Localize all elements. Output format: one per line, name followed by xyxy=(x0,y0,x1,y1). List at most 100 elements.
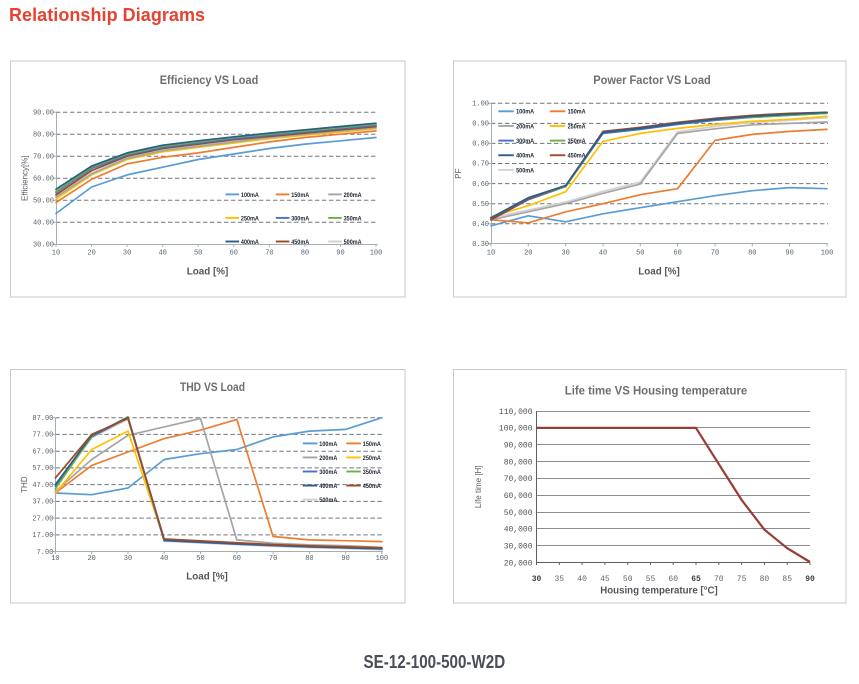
svg-text:150mA: 150mA xyxy=(291,192,309,199)
svg-text:0.30: 0.30 xyxy=(472,241,489,249)
svg-text:20,000: 20,000 xyxy=(504,559,533,568)
svg-text:77.00: 77.00 xyxy=(32,432,53,440)
svg-text:100mA: 100mA xyxy=(516,109,534,116)
svg-text:30: 30 xyxy=(532,575,542,584)
svg-text:0.40: 0.40 xyxy=(472,221,489,229)
svg-text:250mA: 250mA xyxy=(568,123,586,130)
svg-text:30,000: 30,000 xyxy=(504,543,533,552)
svg-text:400mA: 400mA xyxy=(516,153,534,160)
svg-text:27.00: 27.00 xyxy=(32,515,53,523)
svg-text:70: 70 xyxy=(711,250,719,258)
svg-text:450mA: 450mA xyxy=(568,153,586,160)
svg-text:10: 10 xyxy=(52,250,60,258)
svg-text:0.50: 0.50 xyxy=(472,201,489,209)
svg-text:350mA: 350mA xyxy=(363,469,381,476)
svg-text:75: 75 xyxy=(737,575,747,584)
svg-text:65: 65 xyxy=(691,575,701,584)
svg-text:30: 30 xyxy=(124,555,132,563)
svg-text:350mA: 350mA xyxy=(568,138,586,145)
svg-text:70: 70 xyxy=(714,575,724,584)
svg-text:Life time [H]: Life time [H] xyxy=(474,465,483,508)
svg-text:40.00: 40.00 xyxy=(33,220,54,228)
svg-text:80: 80 xyxy=(748,250,756,258)
svg-text:35: 35 xyxy=(554,575,564,584)
svg-text:50: 50 xyxy=(196,555,204,563)
svg-text:40: 40 xyxy=(577,575,587,584)
svg-text:500mA: 500mA xyxy=(516,167,534,174)
svg-text:90: 90 xyxy=(341,555,349,563)
svg-text:250mA: 250mA xyxy=(363,455,381,462)
svg-text:500mA: 500mA xyxy=(319,497,337,504)
svg-text:50,000: 50,000 xyxy=(504,509,533,518)
svg-text:50: 50 xyxy=(636,250,644,258)
svg-text:100,000: 100,000 xyxy=(499,425,533,434)
svg-text:70,000: 70,000 xyxy=(504,475,533,484)
svg-text:Load [%]: Load [%] xyxy=(187,267,229,278)
svg-text:Efficiency VS Load: Efficiency VS Load xyxy=(160,73,259,87)
svg-text:1.00: 1.00 xyxy=(472,101,489,109)
svg-text:500mA: 500mA xyxy=(344,239,362,246)
svg-text:80: 80 xyxy=(305,555,313,563)
svg-text:37.00: 37.00 xyxy=(32,499,53,507)
svg-text:50: 50 xyxy=(623,575,633,584)
svg-text:200mA: 200mA xyxy=(319,455,337,462)
svg-text:150mA: 150mA xyxy=(568,109,586,116)
svg-text:45: 45 xyxy=(600,575,610,584)
svg-text:80.00: 80.00 xyxy=(33,131,54,139)
svg-text:100: 100 xyxy=(370,250,383,258)
svg-text:350mA: 350mA xyxy=(344,215,362,222)
svg-text:90,000: 90,000 xyxy=(504,442,533,451)
svg-text:THD VS Load: THD VS Load xyxy=(180,380,245,394)
svg-text:67.00: 67.00 xyxy=(32,448,53,456)
svg-text:47.00: 47.00 xyxy=(32,482,53,490)
svg-text:450mA: 450mA xyxy=(363,483,381,490)
svg-text:80: 80 xyxy=(301,250,309,258)
svg-text:0.80: 0.80 xyxy=(472,141,489,149)
svg-text:100: 100 xyxy=(376,555,389,563)
svg-text:50: 50 xyxy=(194,250,202,258)
svg-text:90: 90 xyxy=(805,575,815,584)
svg-text:80,000: 80,000 xyxy=(504,458,533,467)
svg-text:70: 70 xyxy=(269,555,277,563)
svg-text:20: 20 xyxy=(524,250,532,258)
svg-text:10: 10 xyxy=(487,250,495,258)
svg-text:17.00: 17.00 xyxy=(32,532,53,540)
svg-text:70: 70 xyxy=(265,250,273,258)
svg-text:300mA: 300mA xyxy=(319,469,337,476)
svg-text:80: 80 xyxy=(760,575,770,584)
svg-text:60: 60 xyxy=(668,575,678,584)
svg-text:150mA: 150mA xyxy=(363,441,381,448)
svg-text:200mA: 200mA xyxy=(516,123,534,130)
svg-text:20: 20 xyxy=(87,555,95,563)
svg-text:450mA: 450mA xyxy=(291,239,309,246)
svg-text:30: 30 xyxy=(123,250,131,258)
svg-text:Load [%]: Load [%] xyxy=(638,267,680,278)
svg-text:87.00: 87.00 xyxy=(32,415,53,423)
svg-text:90: 90 xyxy=(785,250,793,258)
svg-text:Housing temperature [°C]: Housing temperature [°C] xyxy=(600,586,718,597)
svg-text:0.90: 0.90 xyxy=(472,121,489,129)
svg-text:PF: PF xyxy=(454,168,463,178)
svg-text:57.00: 57.00 xyxy=(32,465,53,473)
svg-text:THD: THD xyxy=(20,476,29,493)
svg-text:60,000: 60,000 xyxy=(504,492,533,501)
svg-text:400mA: 400mA xyxy=(241,239,259,246)
svg-text:90.00: 90.00 xyxy=(33,109,54,117)
svg-text:30: 30 xyxy=(561,250,569,258)
svg-text:40: 40 xyxy=(599,250,607,258)
svg-text:Load [%]: Load [%] xyxy=(186,572,228,583)
svg-text:Efficiency[%]: Efficiency[%] xyxy=(21,155,30,201)
svg-text:400mA: 400mA xyxy=(319,483,337,490)
svg-text:20: 20 xyxy=(87,250,95,258)
svg-text:60.00: 60.00 xyxy=(33,175,54,183)
svg-text:40: 40 xyxy=(160,555,168,563)
svg-text:0.60: 0.60 xyxy=(472,181,489,189)
svg-text:30.00: 30.00 xyxy=(33,242,54,250)
svg-text:60: 60 xyxy=(230,250,238,258)
svg-text:250mA: 250mA xyxy=(241,215,259,222)
svg-text:85: 85 xyxy=(782,575,792,584)
svg-text:50.00: 50.00 xyxy=(33,198,54,206)
svg-text:40,000: 40,000 xyxy=(504,526,533,535)
svg-text:Life time VS Housing temperatu: Life time VS Housing temperature xyxy=(565,384,748,398)
svg-text:110,000: 110,000 xyxy=(499,408,533,417)
